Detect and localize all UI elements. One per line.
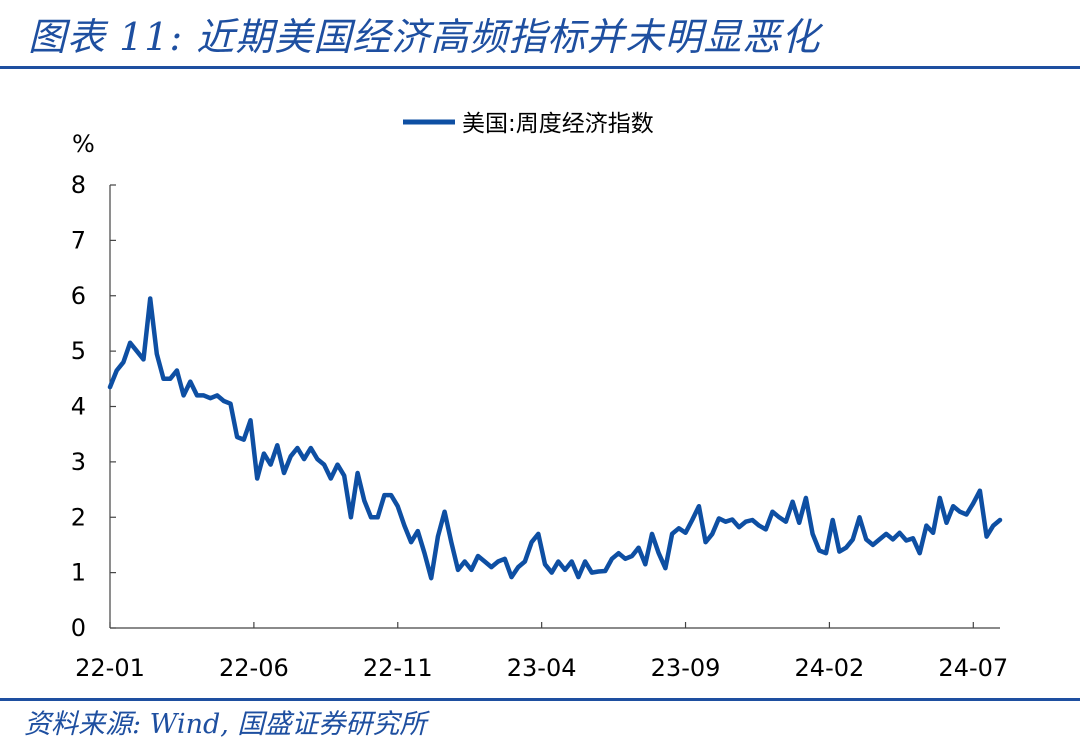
source-note: 资料来源: Wind, 国盛证券研究所 [24,709,427,740]
chart-axes: 0 1 2 3 4 5 6 7 8 22-01 22-06 22-11 23-04 23-09 24-02 2… [71,171,1008,682]
y-tick-label: 0 [71,614,86,642]
footer-divider [0,698,1080,701]
title-divider [0,66,1080,69]
y-tick-label: 5 [71,337,86,365]
page-title: 图表 11: 近期美国经济高频指标并未明显恶化 [28,15,821,59]
y-tick-label: 6 [71,282,86,310]
x-tick-label: 24-02 [795,654,865,682]
series-line-main [107,296,1003,581]
y-tick-label: 8 [71,171,86,199]
legend-label: 美国:周度经济指数 [462,111,654,137]
y-tick-label: 2 [71,503,86,531]
chart-legend: 美国:周度经济指数 [403,111,654,137]
x-tick-label: 22-11 [363,654,433,682]
y-tick-label: 7 [71,226,86,254]
x-tick-label: 23-04 [507,654,577,682]
y-axis-unit: % [72,130,95,158]
y-tick-label: 3 [71,448,86,476]
y-tick-label: 4 [71,393,86,421]
x-tick-label: 23-09 [651,654,721,682]
series-lines [107,296,1003,581]
x-tick-label: 24-07 [938,654,1008,682]
line-chart: 0 1 2 3 4 5 6 7 8 22-01 22-06 22-11 23-04 23-09 24-02 2… [71,111,1008,682]
y-tick-label: 1 [71,559,86,587]
x-tick-label: 22-01 [75,654,145,682]
x-tick-label: 22-06 [219,654,289,682]
